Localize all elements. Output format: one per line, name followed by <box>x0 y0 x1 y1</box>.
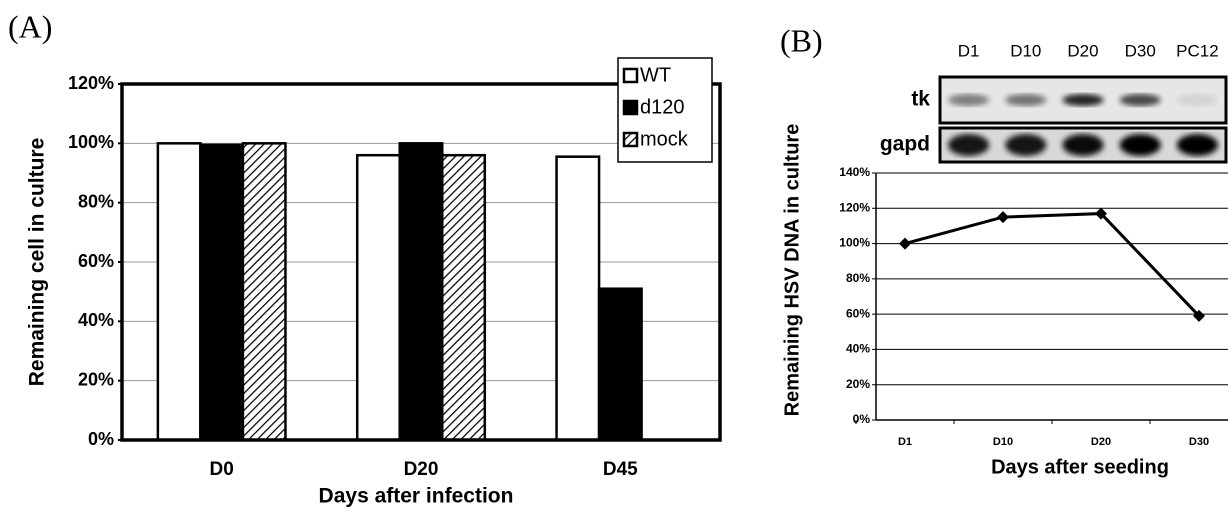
y-tick-label: 100% <box>839 236 870 250</box>
y-tick-label: 120% <box>839 200 870 214</box>
y-axis-label: Remaining HSV DNA in culture <box>781 124 803 417</box>
y-axis-label: Remaining cell in culture <box>26 138 49 387</box>
gel-band <box>1120 134 1161 156</box>
bar <box>400 143 443 440</box>
bar <box>442 155 485 440</box>
y-tick-label: 120% <box>68 73 114 93</box>
gel-band <box>1062 134 1103 156</box>
legend-swatch <box>624 133 637 146</box>
panel-label: (A) <box>8 8 52 44</box>
marker <box>997 211 1009 223</box>
bar <box>200 145 243 440</box>
bar <box>158 143 201 440</box>
y-tick-label: 20% <box>78 369 114 389</box>
y-tick-label: 80% <box>78 191 114 211</box>
gel-row-label: gapd <box>880 133 930 156</box>
y-tick-label: 100% <box>68 132 114 152</box>
y-tick-label: 60% <box>846 306 870 320</box>
bar <box>557 157 600 440</box>
y-tick-label: 0% <box>88 429 114 449</box>
line <box>905 214 1199 316</box>
x-tick-label: D30 <box>1189 436 1209 448</box>
x-tick-label: D20 <box>404 459 439 480</box>
x-axis-label: Days after infection <box>319 485 514 508</box>
legend-swatch <box>624 69 637 82</box>
gel-band <box>1062 94 1103 106</box>
bar <box>599 289 642 440</box>
bar <box>357 155 400 440</box>
x-tick-label: D20 <box>1091 436 1111 448</box>
lane-label: D10 <box>1010 41 1041 60</box>
gel-band <box>1177 134 1218 156</box>
lane-label: PC12 <box>1176 41 1219 60</box>
figure: (A) (B) 0% 20% 40% 60% 80% 100% 120% D0 D20 D45 Da… <box>0 0 1228 518</box>
y-tick-label: 60% <box>78 251 114 271</box>
lane-label: D1 <box>958 41 980 60</box>
legend-label: WT <box>640 64 671 86</box>
y-tick-label: 0% <box>853 412 871 426</box>
marker <box>899 238 911 250</box>
gel-band <box>948 94 989 106</box>
page: {"chart_data": [ {"type": "bar", "panel_… <box>0 0 1228 518</box>
x-axis-label: Days after seeding <box>991 456 1169 478</box>
lane-label: D30 <box>1125 41 1156 60</box>
y-tick-label: 140% <box>839 165 870 179</box>
gel-band <box>1177 94 1218 106</box>
bar <box>243 143 286 440</box>
lane-label: D20 <box>1067 41 1098 60</box>
x-tick-label: D0 <box>210 459 234 480</box>
x-tick-label: D10 <box>993 436 1013 448</box>
y-tick-label: 80% <box>846 271 870 285</box>
x-tick-label: D1 <box>898 436 912 448</box>
x-tick-label: D45 <box>603 459 638 480</box>
gel-band <box>948 134 989 156</box>
y-tick-label: 40% <box>78 310 114 330</box>
y-tick-label: 20% <box>846 377 870 391</box>
gel-band <box>1005 94 1046 106</box>
legend-label: d120 <box>640 96 685 118</box>
legend-label: mock <box>640 128 689 150</box>
legend-swatch <box>624 101 637 114</box>
gel-band <box>1120 94 1161 106</box>
y-tick-label: 40% <box>846 342 870 356</box>
gel-band <box>1005 134 1046 156</box>
panel-label: (B) <box>780 22 823 58</box>
gel-row-label: tk <box>911 88 930 111</box>
